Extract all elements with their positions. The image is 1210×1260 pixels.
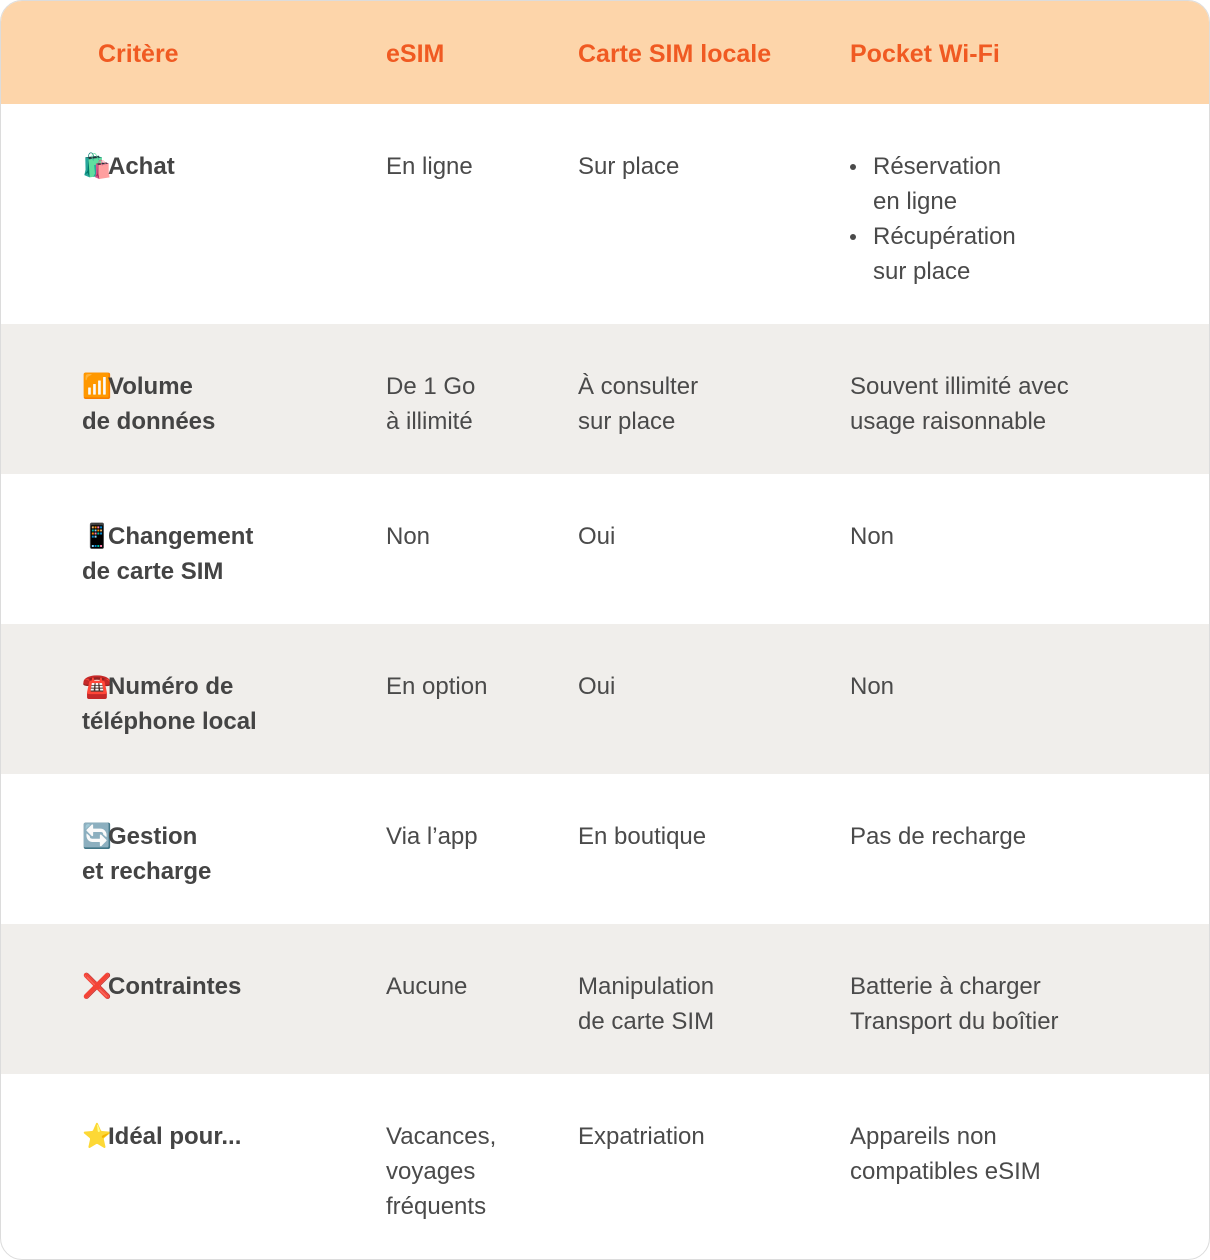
esim-cell: Aucune — [386, 973, 468, 1000]
star-icon: ⭐ — [82, 1123, 112, 1150]
esim-cell: En option — [386, 673, 488, 700]
criterion-label: Idéal pour... — [108, 1123, 242, 1150]
table-header: Critère eSIM Carte SIM locale Pocket Wi-… — [1, 1, 1209, 104]
esim-cell: En ligne — [386, 153, 473, 180]
criterion-cell: ☎️Numéro de téléphone local — [82, 669, 362, 739]
criterion-cell: ❌Contraintes — [82, 969, 362, 1004]
telephone-icon: ☎️ — [82, 673, 112, 700]
header-esim: eSIM — [386, 40, 445, 68]
table-row: 🔄Gestion et recharge Via l’app En boutiq… — [1, 774, 1209, 924]
local-sim-cell: Oui — [578, 673, 616, 700]
criterion-cell: 🛍️Achat — [82, 149, 362, 184]
local-sim-cell: Manipulation de carte SIM — [578, 973, 715, 1035]
criterion-cell: 📱Changement de carte SIM — [82, 519, 362, 589]
cross-icon: ❌ — [82, 973, 112, 1000]
criterion-cell: 📶Volume de données — [82, 369, 362, 439]
local-sim-cell: À consulter sur place — [578, 373, 699, 435]
local-sim-cell: Sur place — [578, 153, 680, 180]
local-sim-cell: En boutique — [578, 823, 707, 850]
pocket-wifi-cell: Souvent illimité avec usage raisonnable — [850, 373, 1069, 435]
table-row: 🛍️Achat En ligne Sur place Réservation en… — [1, 104, 1209, 324]
criterion-label: Numéro de téléphone local — [82, 673, 257, 735]
esim-cell: Vacances, voyages fréquents — [386, 1123, 497, 1220]
header-criterion: Critère — [98, 40, 179, 68]
table-row: ❌Contraintes Aucune Manipulation de cart… — [1, 924, 1209, 1074]
mobile-phone-icon: 📱 — [82, 523, 112, 550]
esim-cell: De 1 Go à illimité — [386, 373, 476, 435]
criterion-label: Gestion et recharge — [82, 823, 212, 885]
criterion-label: Changement de carte SIM — [82, 523, 254, 585]
esim-cell: Non — [386, 523, 431, 550]
pocket-wifi-cell: Réservation en ligne Récupération sur pla… — [850, 149, 1180, 289]
criterion-label: Volume de données — [82, 373, 216, 435]
bullet-item: Réservation en ligne — [850, 149, 1180, 219]
bullet-item: Récupération sur place — [850, 219, 1180, 289]
local-sim-cell: Oui — [578, 523, 616, 550]
pocket-wifi-cell: Non — [850, 523, 895, 550]
table-row: ⭐Idéal pour... Vacances, voyages fréquen… — [1, 1074, 1209, 1259]
criterion-cell: ⭐Idéal pour... — [82, 1119, 362, 1154]
local-sim-cell: Expatriation — [578, 1123, 705, 1150]
criterion-label: Achat — [108, 153, 175, 180]
pocket-wifi-cell: Batterie à charger Transport du boîtier — [850, 973, 1059, 1035]
pocket-wifi-cell: Appareils non compatibles eSIM — [850, 1123, 1041, 1185]
pocket-wifi-cell: Non — [850, 673, 895, 700]
header-pocket-wifi: Pocket Wi-Fi — [850, 40, 1000, 68]
refresh-icon: 🔄 — [82, 823, 112, 850]
criterion-label: Contraintes — [108, 973, 242, 1000]
shopping-bags-icon: 🛍️ — [82, 153, 112, 180]
signal-bars-icon: 📶 — [82, 373, 112, 400]
esim-cell: Via l’app — [386, 823, 478, 850]
pocket-wifi-cell: Pas de recharge — [850, 823, 1027, 850]
header-local-sim: Carte SIM locale — [578, 40, 772, 68]
table-row: 📱Changement de carte SIM Non Oui Non — [1, 474, 1209, 624]
table-row: 📶Volume de données De 1 Go à illimité À … — [1, 324, 1209, 474]
criterion-cell: 🔄Gestion et recharge — [82, 819, 362, 889]
table-row: ☎️Numéro de téléphone local En option Ou… — [1, 624, 1209, 774]
